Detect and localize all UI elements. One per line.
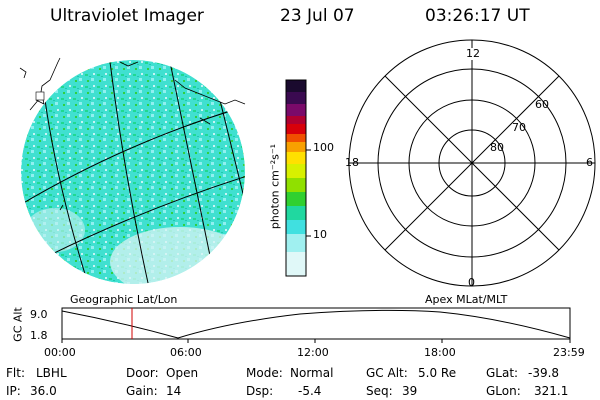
uv-earth-image (21, 60, 245, 284)
altitude-ytick-min: 1.8 (30, 329, 48, 342)
time-tick-3: 18:00 (424, 346, 456, 359)
colorbar (285, 79, 311, 277)
ip-label: IP: (6, 384, 21, 398)
mlt-label-0: 0 (468, 276, 475, 289)
gc-altitude-value: 5.0 Re (418, 366, 457, 380)
mlat-label-80: 80 (490, 141, 504, 154)
ip-value: 36.0 (30, 384, 57, 398)
altitude-plot (61, 307, 571, 343)
time-tick-4: 23:59 (553, 346, 585, 359)
polar-plot (348, 39, 596, 287)
dsp-label: Dsp: (246, 384, 274, 398)
glat-value: -39.8 (528, 366, 560, 380)
instrument-title: Ultraviolet Imager (50, 6, 204, 26)
time-tick-0: 00:00 (44, 346, 76, 359)
mlt-label-18: 18 (345, 156, 359, 169)
time-tick-2: 12:00 (297, 346, 329, 359)
seq-value: 39 (402, 384, 418, 398)
door-value: Open (166, 366, 199, 380)
gc-altitude-label: GC Alt: (366, 366, 408, 380)
mlt-label-6: 6 (586, 156, 593, 169)
observation-time: 03:26:17 UT (425, 6, 530, 26)
mode-label: Mode: (246, 366, 283, 380)
mlat-label-70: 70 (512, 121, 526, 134)
colorbar-unit-label: photon cm⁻²s⁻¹ (268, 143, 282, 230)
polar-caption: Apex MLat/MLT (425, 293, 508, 306)
filter-label: Flt: (6, 366, 25, 380)
colorbar-tick-10: 10 (313, 228, 327, 241)
time-tick-1: 06:00 (170, 346, 202, 359)
dim-region (110, 227, 245, 284)
mode-value: Normal (290, 366, 334, 380)
door-label: Door: (126, 366, 159, 380)
geo-caption: Geographic Lat/Lon (70, 293, 178, 306)
altitude-ytick-max: 9.0 (30, 308, 48, 321)
mlat-label-60: 60 (535, 98, 549, 111)
gain-label: Gain: (126, 384, 158, 398)
colorbar-tick-100: 100 (313, 141, 334, 154)
coast-marker (35, 91, 45, 101)
glon-value: 321.1 (534, 384, 569, 398)
dsp-value: -5.4 (298, 384, 322, 398)
observation-date: 23 Jul 07 (280, 6, 355, 26)
glat-label: GLat: (486, 366, 519, 380)
label-bg (465, 48, 481, 60)
gain-value: 14 (166, 384, 182, 398)
filter-value: LBHL (36, 366, 67, 380)
altitude-ylabel: GC Alt (11, 307, 25, 342)
mlt-label-12: 12 (466, 47, 480, 60)
seq-label: Seq: (366, 384, 393, 398)
altitude-curve (61, 309, 571, 339)
dim-region (25, 208, 85, 252)
glon-label: GLon: (486, 384, 521, 398)
